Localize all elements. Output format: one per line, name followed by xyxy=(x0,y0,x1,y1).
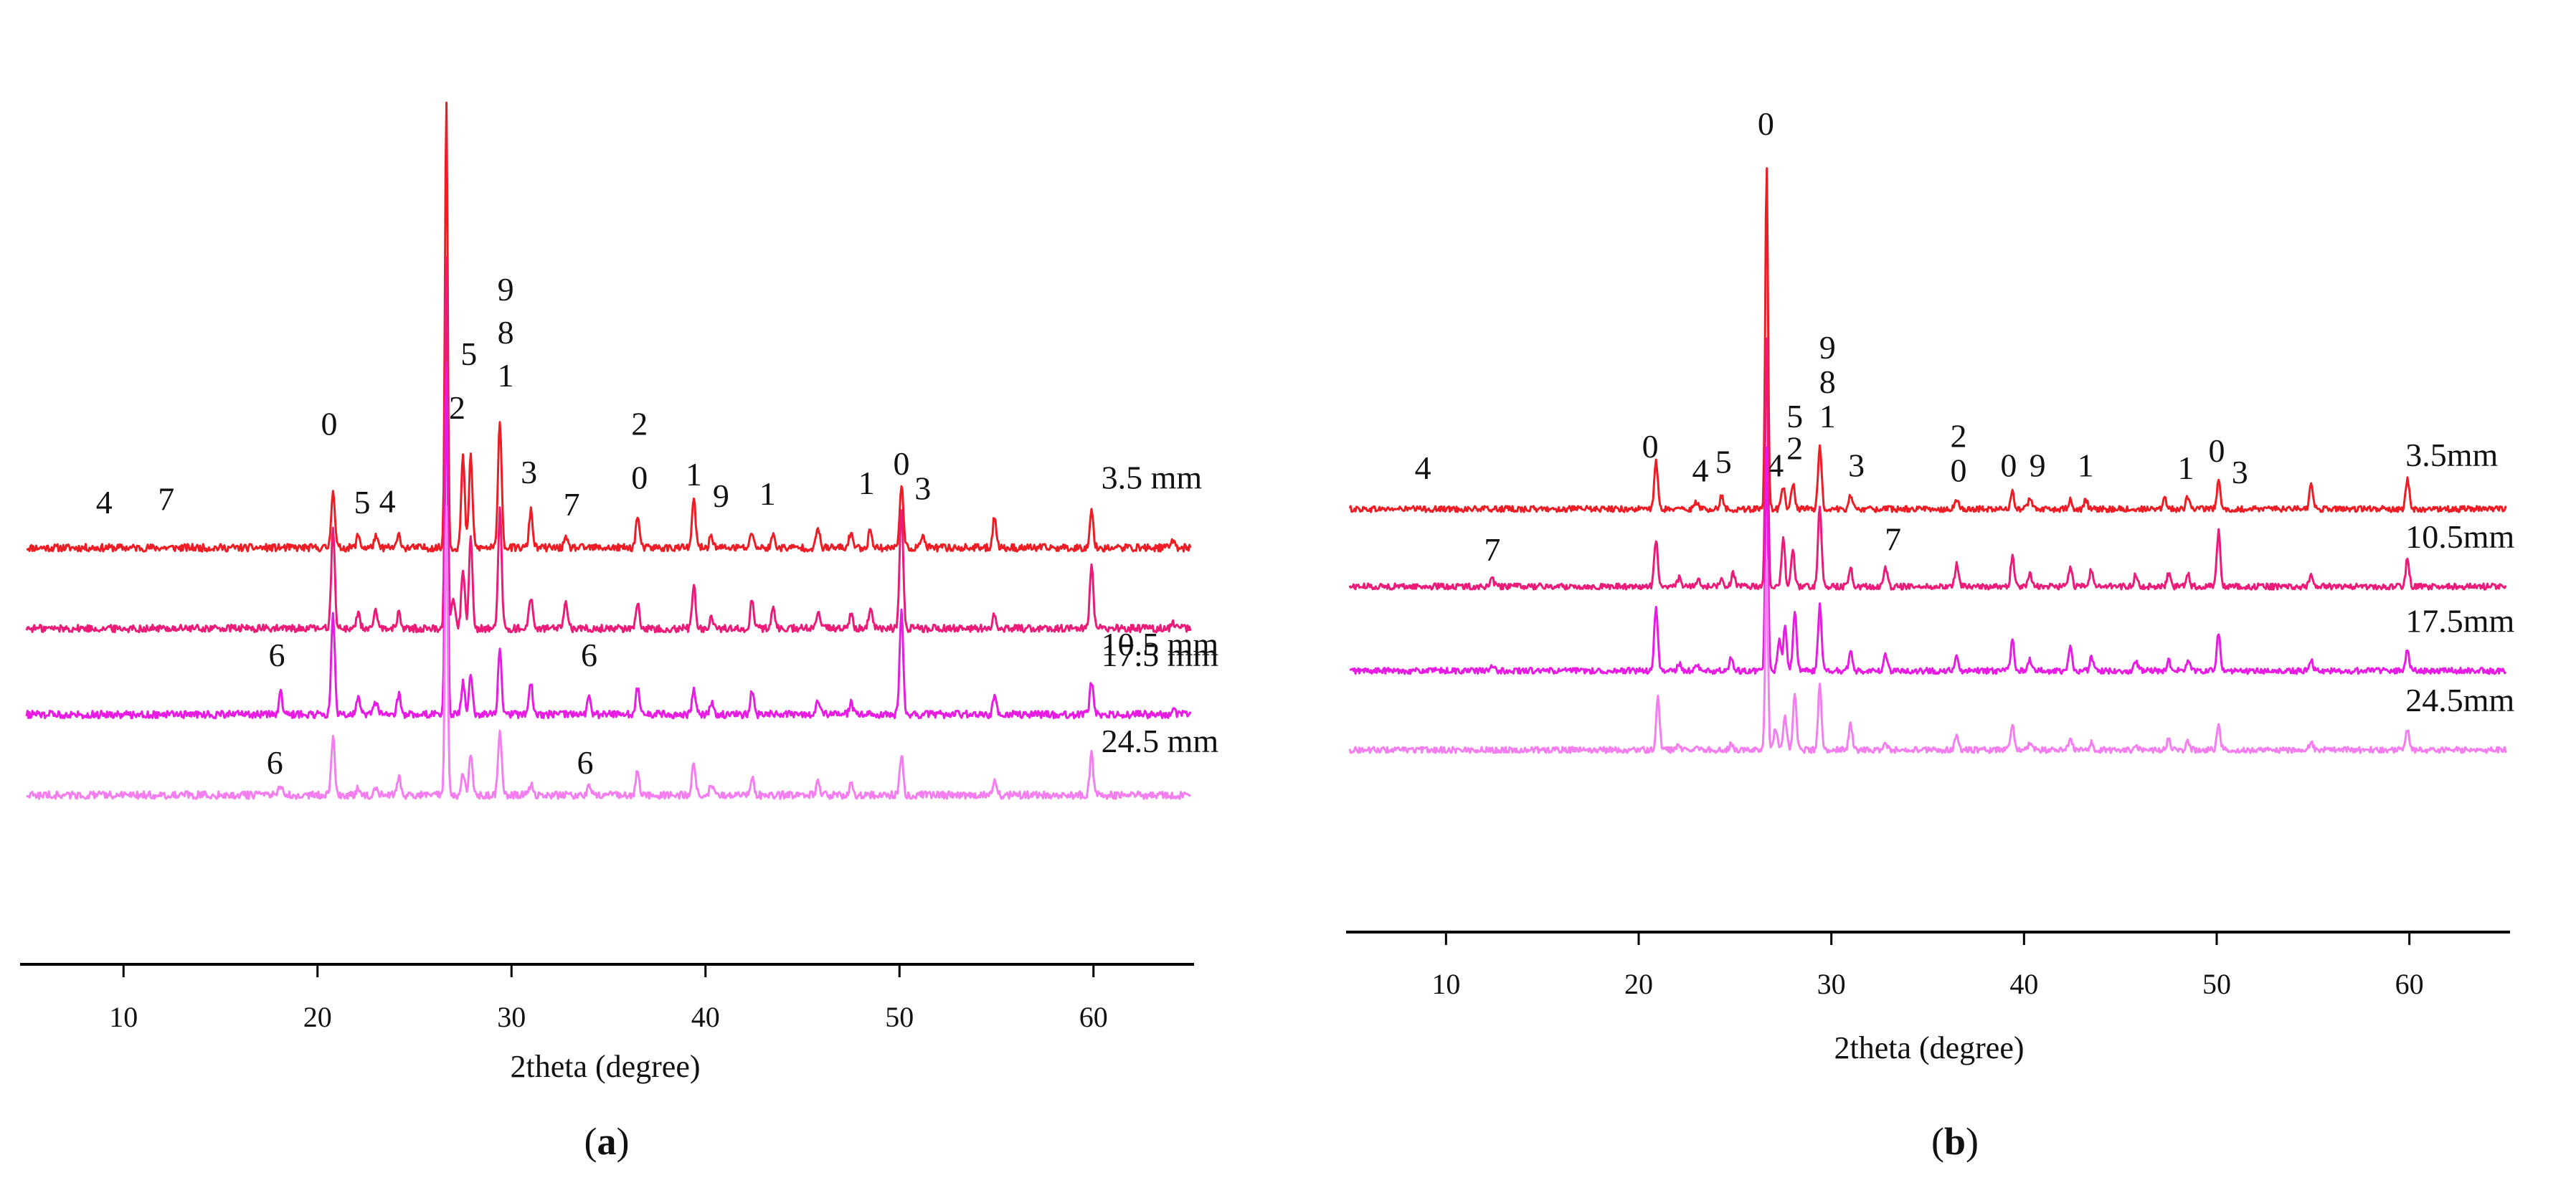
x-tick-label: 40 xyxy=(2009,968,2038,1000)
phase-marker-label: 1 xyxy=(2178,450,2194,486)
series-line-a-3-5mm xyxy=(26,101,1192,553)
x-tick-label: 20 xyxy=(1624,968,1653,1000)
series-line-a-17-5mm xyxy=(25,362,1192,720)
phase-marker-label: 1 xyxy=(858,465,875,501)
phase-marker-label: 2 xyxy=(631,406,648,442)
phase-marker-label: 9 xyxy=(1819,329,1836,366)
phase-marker-label: 2 xyxy=(1950,418,1966,455)
series-label: 3.5 mm xyxy=(1102,460,1203,496)
x-tick-label: 40 xyxy=(691,1001,720,1033)
phase-marker-label: 7 xyxy=(158,481,174,518)
panel-b-x-axis-label: 2theta (degree) xyxy=(1834,1030,2024,1065)
x-tick-label: 30 xyxy=(1817,968,1846,1000)
phase-marker-label: 6 xyxy=(267,744,283,781)
phase-marker-label: 0 xyxy=(1758,105,1774,142)
phase-marker-label: 1 xyxy=(498,357,514,394)
x-tick-label: 10 xyxy=(109,1001,138,1033)
series-line-b-24-5mm xyxy=(1348,559,2507,754)
series-label: 24.5 mm xyxy=(1102,723,1219,759)
phase-marker-label: 0 xyxy=(2000,447,2017,483)
x-tick-label: 50 xyxy=(885,1001,914,1033)
phase-marker-label: 4 xyxy=(379,483,396,520)
phase-marker-label: 5 xyxy=(1715,444,1732,480)
phase-marker-label: 2 xyxy=(1786,429,1803,466)
phase-marker-label: 8 xyxy=(498,314,514,351)
series-line-b-17-5mm xyxy=(1349,446,2507,675)
series-label: 10.5mm xyxy=(2405,518,2514,555)
phase-marker-label: 7 xyxy=(1484,531,1500,568)
phase-marker-label: 0 xyxy=(1642,428,1659,465)
series-label: 17.5 mm xyxy=(1102,637,1219,673)
phase-marker-label: 9 xyxy=(498,271,514,308)
series-label: 24.5mm xyxy=(2405,682,2514,718)
phase-marker-label: 4 xyxy=(1692,452,1708,489)
x-tick-label: 60 xyxy=(2395,968,2424,1000)
phase-marker-label: 8 xyxy=(1819,364,1836,400)
phase-marker-label: 3 xyxy=(2232,454,2248,490)
series-line-b-10-5mm xyxy=(1348,337,2507,591)
phase-marker-label: 6 xyxy=(268,637,285,673)
series-label: 3.5mm xyxy=(2405,437,2498,473)
x-tick-label: 10 xyxy=(1431,968,1460,1000)
panel-a-caption: (a) xyxy=(584,1120,630,1163)
phase-marker-label: 3 xyxy=(1848,447,1865,483)
phase-marker-label: 3 xyxy=(914,470,931,507)
x-tick-label: 50 xyxy=(2202,968,2231,1000)
phase-marker-label: 5 xyxy=(354,484,370,521)
phase-marker-label: 3 xyxy=(521,454,537,490)
phase-marker-label: 0 xyxy=(631,460,648,496)
phase-marker-label: 7 xyxy=(1885,521,1901,558)
series-line-a-24-5mm xyxy=(26,505,1192,800)
phase-marker-label: 0 xyxy=(2209,432,2225,469)
x-tick-label: 20 xyxy=(303,1001,332,1033)
series-label: 17.5mm xyxy=(2405,603,2514,640)
phase-marker-label: 5 xyxy=(460,336,477,372)
phase-marker-label: 0 xyxy=(893,445,909,482)
phase-marker-label: 9 xyxy=(2030,447,2046,483)
phase-marker-label: 2 xyxy=(449,389,465,426)
phase-marker-label: 9 xyxy=(713,478,729,514)
phase-marker-label: 1 xyxy=(686,456,702,493)
series-label: 10.5 mm xyxy=(1102,626,1219,662)
phase-marker-label: 0 xyxy=(1950,452,1966,489)
x-tick-label: 30 xyxy=(497,1001,526,1033)
phase-marker-label: 1 xyxy=(759,475,776,512)
panel-b-caption: (b) xyxy=(1931,1120,1979,1163)
series-line-b-3-5mm xyxy=(1348,167,2507,513)
series-line-a-10-5mm xyxy=(25,255,1192,634)
phase-marker-label: 1 xyxy=(1819,398,1836,434)
phase-marker-label: 6 xyxy=(581,637,597,673)
phase-marker-label: 5 xyxy=(1786,398,1803,434)
x-tick-label: 60 xyxy=(1079,1001,1108,1033)
panel-a-x-axis-label: 2theta (degree) xyxy=(510,1049,700,1084)
phase-marker-label: 4 xyxy=(1415,450,1431,486)
phase-marker-label: 4 xyxy=(1767,447,1784,483)
phase-marker-label: 6 xyxy=(577,744,594,781)
phase-marker-label: 4 xyxy=(96,484,113,521)
phase-marker-label: 1 xyxy=(2078,447,2094,483)
phase-marker-label: 7 xyxy=(564,486,580,523)
phase-marker-label: 0 xyxy=(321,406,337,442)
